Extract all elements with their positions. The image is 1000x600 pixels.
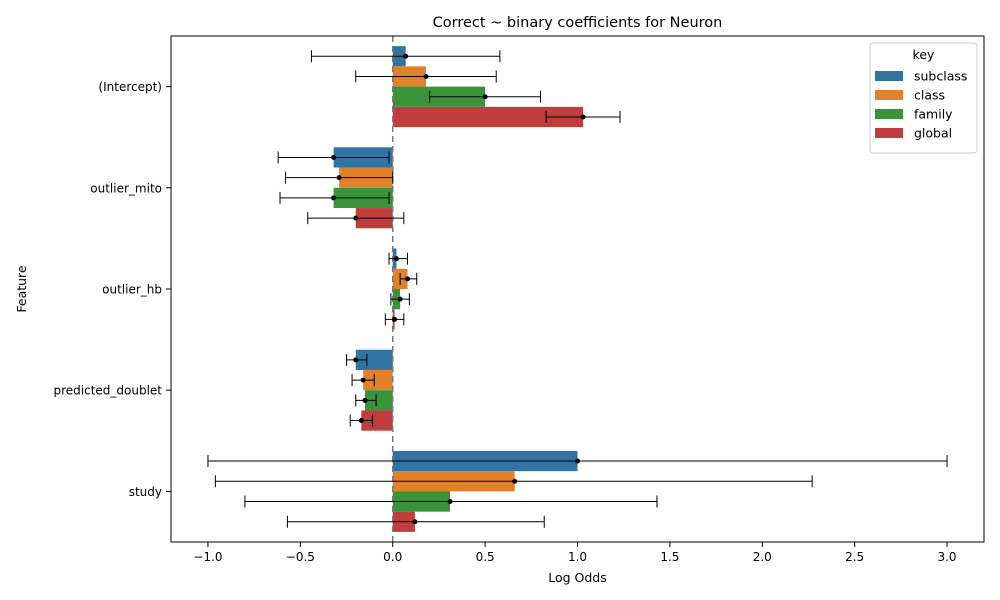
legend-swatch-family xyxy=(875,109,903,119)
y-axis-label: Feature xyxy=(14,265,29,313)
point-estimate xyxy=(580,114,586,120)
y-tick-label: study xyxy=(129,485,162,499)
error-bars-layer xyxy=(207,50,948,528)
chart-title: Correct ~ binary coefficients for Neuron xyxy=(433,15,723,31)
x-axis: −1.0 −0.5 0.0 0.5 1.0 1.5 2.0 2.5 3.0 xyxy=(193,542,957,564)
legend-swatch-subclass xyxy=(875,71,903,81)
y-tick-label: (Intercept) xyxy=(98,80,162,94)
y-tick-label: outlier_mito xyxy=(90,181,162,195)
legend-box xyxy=(869,42,978,154)
point-estimate xyxy=(575,458,580,464)
x-tick-label: −0.5 xyxy=(286,550,315,564)
legend-title: key xyxy=(913,47,935,62)
point-estimate xyxy=(393,256,399,262)
point-estimate xyxy=(482,94,488,100)
point-estimate xyxy=(447,499,453,505)
bar-class xyxy=(363,369,393,391)
legend-label-family: family xyxy=(914,107,953,122)
legend-swatch-global xyxy=(875,128,903,138)
point-estimate xyxy=(392,316,398,322)
point-estimate xyxy=(353,357,359,363)
point-estimate xyxy=(362,397,368,403)
point-estimate xyxy=(403,53,409,59)
x-tick-label: 1.0 xyxy=(568,550,587,564)
point-estimate xyxy=(397,296,403,302)
point-estimate xyxy=(353,215,359,221)
x-tick-label: 1.5 xyxy=(660,550,679,564)
y-tick-label: outlier_hb xyxy=(102,283,162,297)
legend: key subclass class family global xyxy=(869,42,978,154)
y-axis: (Intercept) outlier_mito outlier_hbpredict… xyxy=(53,80,171,499)
bar-family xyxy=(365,390,393,411)
point-estimate xyxy=(360,377,366,383)
point-estimate xyxy=(512,478,518,484)
bar-global xyxy=(361,410,393,431)
x-tick-label: 0.0 xyxy=(383,550,402,564)
y-tick-label: predicted_doublet xyxy=(53,384,162,398)
point-estimate xyxy=(405,276,411,282)
point-estimate xyxy=(336,175,342,181)
point-estimate xyxy=(331,195,337,201)
point-estimate xyxy=(423,73,429,79)
x-tick-label: 2.0 xyxy=(753,550,772,564)
point-estimate xyxy=(412,519,418,525)
point-estimate xyxy=(358,418,364,424)
legend-swatch-class xyxy=(875,90,903,100)
bar-global xyxy=(392,106,584,128)
x-tick-label: −1.0 xyxy=(193,550,222,564)
x-tick-label: 2.5 xyxy=(845,550,864,564)
x-tick-label: 3.0 xyxy=(937,550,956,564)
legend-label-global: global xyxy=(914,126,952,141)
point-estimate xyxy=(331,154,337,160)
bar-subclass xyxy=(355,349,393,370)
x-tick-label: 0.5 xyxy=(476,550,495,564)
legend-label-class: class xyxy=(914,88,945,103)
x-axis-label: Log Odds xyxy=(548,570,607,585)
legend-label-subclass: subclass xyxy=(914,69,967,84)
